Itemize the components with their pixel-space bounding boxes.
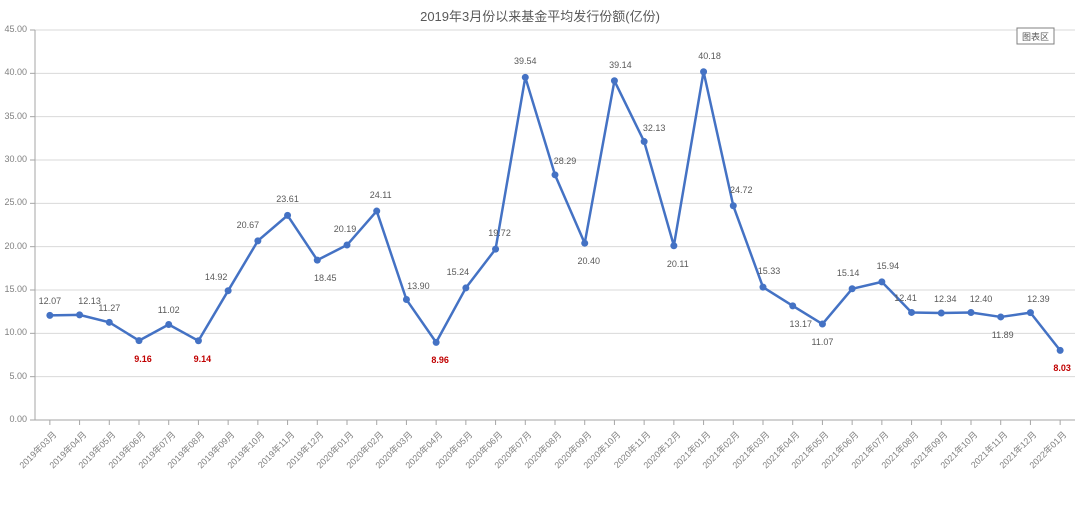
y-tick-label: 25.00 <box>0 197 27 207</box>
y-tick-label: 5.00 <box>0 371 27 381</box>
data-point-label: 12.41 <box>894 293 917 303</box>
y-tick-label: 40.00 <box>0 67 27 77</box>
y-tick-label: 45.00 <box>0 24 27 34</box>
data-point-label: 18.45 <box>314 273 337 283</box>
data-point-label: 15.33 <box>758 266 781 276</box>
y-tick-label: 20.00 <box>0 241 27 251</box>
y-tick-label: 10.00 <box>0 327 27 337</box>
data-point-label: 39.54 <box>514 56 537 66</box>
data-point-label: 9.14 <box>194 354 212 364</box>
data-point-label: 40.18 <box>698 51 721 61</box>
y-tick-label: 35.00 <box>0 111 27 121</box>
data-point-label: 15.14 <box>837 268 860 278</box>
data-point-label: 12.34 <box>934 294 957 304</box>
data-point-label: 11.02 <box>158 305 180 315</box>
data-point-label: 13.90 <box>407 281 430 291</box>
data-point-label: 8.03 <box>1053 363 1071 373</box>
data-point-label: 12.40 <box>970 294 993 304</box>
line-chart: 0.00 5.00 10.00 15.00 20.00 25.00 30.00 35.00 40… <box>0 0 1080 506</box>
data-point-label: 20.40 <box>577 256 600 266</box>
data-point-label: 24.72 <box>730 185 753 195</box>
chart-title: 2019年3月份以来基金平均发行份额(亿份) <box>0 6 1080 25</box>
data-point-label: 9.16 <box>134 354 152 364</box>
y-tick-label: 30.00 <box>0 154 27 164</box>
legend-box-label: 图表区 <box>1017 30 1054 43</box>
data-point-label: 28.29 <box>554 156 577 166</box>
data-point-label: 8.96 <box>431 355 449 365</box>
chart-svg <box>0 0 1080 506</box>
data-point-label: 24.11 <box>370 190 392 200</box>
data-point-label: 20.67 <box>237 220 260 230</box>
data-point-label: 19.72 <box>488 228 511 238</box>
data-point-label: 14.92 <box>205 272 228 282</box>
data-point-label: 11.27 <box>98 303 120 313</box>
data-point-label: 23.61 <box>276 194 299 204</box>
data-point-label: 13.17 <box>789 319 812 329</box>
data-point-label: 15.24 <box>447 267 470 277</box>
data-point-label: 39.14 <box>609 60 632 70</box>
data-point-label: 11.89 <box>992 330 1014 340</box>
data-point-label: 20.11 <box>667 259 689 269</box>
data-point-label: 12.39 <box>1027 294 1050 304</box>
y-tick-label: 15.00 <box>0 284 27 294</box>
data-point-label: 15.94 <box>877 261 900 271</box>
data-point-label: 20.19 <box>334 224 357 234</box>
data-point-label: 32.13 <box>643 123 666 133</box>
y-tick-label: 0.00 <box>0 414 27 424</box>
data-point-label: 11.07 <box>811 337 833 347</box>
data-point-label: 12.07 <box>39 296 62 306</box>
